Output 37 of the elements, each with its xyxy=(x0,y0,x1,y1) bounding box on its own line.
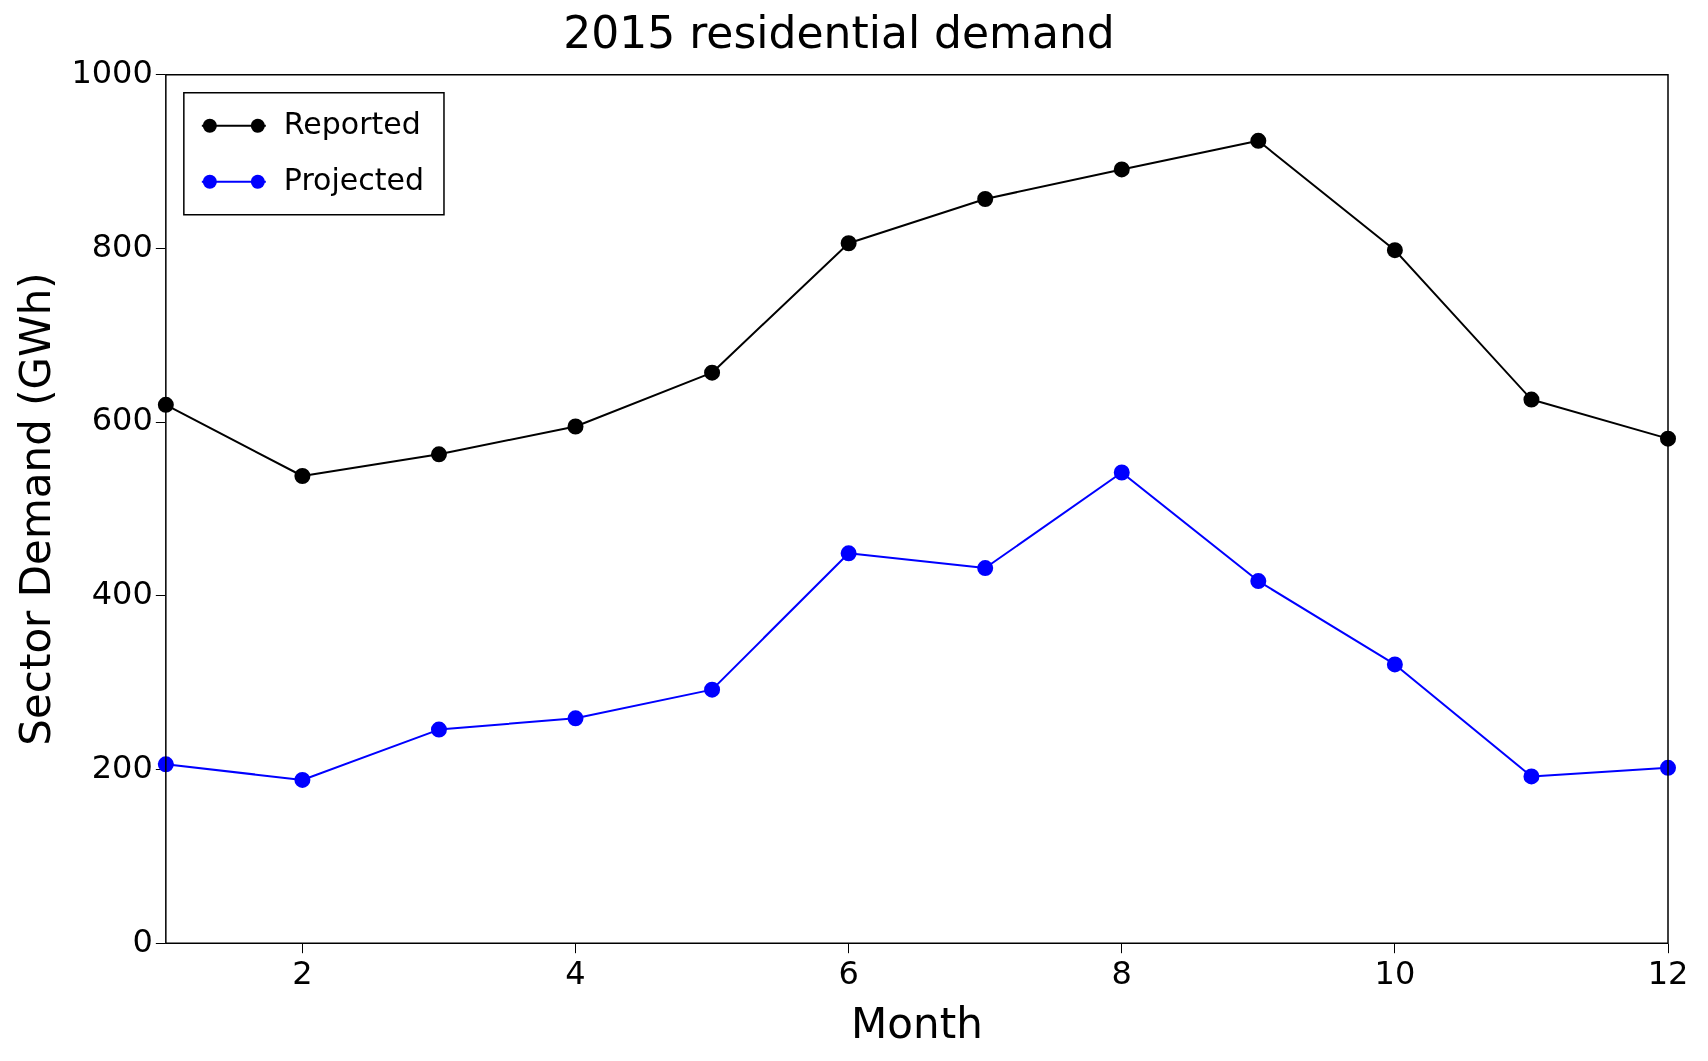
point xyxy=(1250,573,1267,590)
point xyxy=(704,681,721,698)
point xyxy=(1386,242,1403,259)
y-tick-label: 1000 xyxy=(71,53,153,92)
chart-title: 2015 residential demand xyxy=(563,6,1115,58)
point xyxy=(977,190,994,207)
y-tick-label: 200 xyxy=(91,747,153,786)
point xyxy=(567,710,584,727)
point xyxy=(430,721,447,738)
y-tick-label: 0 xyxy=(132,921,153,960)
point xyxy=(1523,391,1540,408)
point xyxy=(977,560,994,577)
y-tick-label: 800 xyxy=(91,226,153,265)
point xyxy=(704,364,721,381)
point xyxy=(430,446,447,463)
point xyxy=(294,771,311,788)
x-tick-label: 2 xyxy=(292,953,313,992)
point xyxy=(1250,132,1267,149)
x-tick-label: 8 xyxy=(1111,953,1132,992)
y-axis-title: Sector Demand (GWh) xyxy=(11,272,61,746)
point xyxy=(1386,656,1403,673)
x-tick-label: 12 xyxy=(1647,953,1689,992)
x-tick-label: 4 xyxy=(565,953,586,992)
point xyxy=(1113,161,1130,178)
x-axis-title: Month xyxy=(851,998,983,1048)
legend-label: Reported xyxy=(283,105,421,141)
point xyxy=(1523,768,1540,785)
legend-label: Projected xyxy=(283,161,424,197)
x-tick-label: 10 xyxy=(1374,953,1416,992)
x-tick-label: 6 xyxy=(838,953,859,992)
point xyxy=(840,545,857,562)
y-tick-label: 400 xyxy=(91,574,153,613)
point xyxy=(294,468,311,484)
y-tick-label: 600 xyxy=(91,400,153,439)
point xyxy=(840,235,857,252)
point xyxy=(567,418,584,435)
point xyxy=(1113,464,1130,481)
